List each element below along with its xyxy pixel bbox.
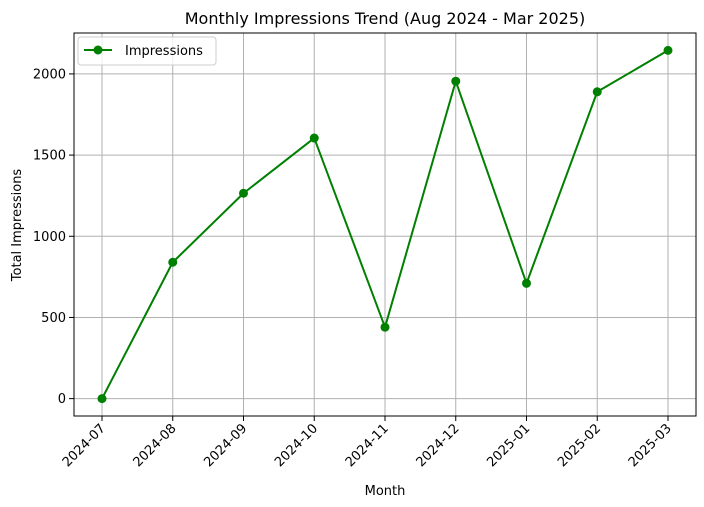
y-tick-label: 2000 <box>33 67 66 82</box>
data-point <box>97 394 107 404</box>
legend-box <box>77 36 217 66</box>
legend-marker-swatch <box>93 45 103 55</box>
data-point <box>522 278 531 288</box>
y-axis-label: Total Impressions <box>10 169 25 283</box>
data-point <box>380 322 390 332</box>
y-tick-label: 1000 <box>33 230 66 245</box>
data-point <box>309 133 319 143</box>
chart-title: Monthly Impressions Trend (Aug 2024 - Ma… <box>185 9 586 28</box>
legend-label: Impressions <box>125 44 203 59</box>
x-axis-label: Month <box>365 484 406 499</box>
y-tick-label: 1500 <box>33 149 66 164</box>
data-point <box>451 76 461 86</box>
y-tick-label: 500 <box>41 311 66 326</box>
data-point <box>663 45 673 55</box>
data-point <box>592 87 602 97</box>
data-point <box>168 257 178 267</box>
legend: Impressions <box>77 36 217 66</box>
data-point <box>239 188 248 198</box>
grid <box>74 33 696 416</box>
series <box>97 45 673 404</box>
y-tick-label: 0 <box>58 392 66 407</box>
